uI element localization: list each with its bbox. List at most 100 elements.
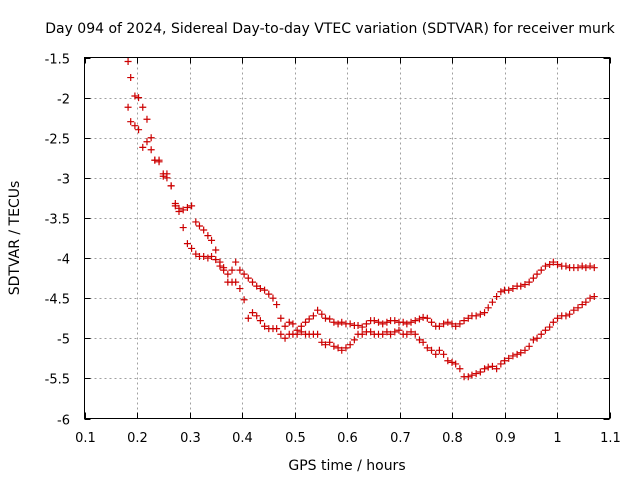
x-tick-label: 0.1 bbox=[75, 431, 96, 446]
data-point bbox=[456, 320, 464, 328]
chart-title: Day 094 of 2024, Sidereal Day-to-day VTE… bbox=[45, 21, 615, 37]
data-point bbox=[460, 317, 468, 325]
data-point bbox=[350, 336, 358, 344]
data-point bbox=[309, 312, 317, 320]
data-point bbox=[318, 310, 326, 318]
data-point bbox=[326, 315, 334, 323]
data-point bbox=[423, 344, 431, 352]
data-point bbox=[407, 328, 415, 336]
data-point bbox=[135, 126, 143, 134]
data-point bbox=[228, 266, 236, 274]
data-point bbox=[383, 328, 391, 336]
data-point bbox=[179, 224, 187, 232]
data-point bbox=[318, 338, 326, 346]
data-point bbox=[143, 115, 151, 123]
data-point bbox=[448, 358, 456, 366]
data-point bbox=[513, 350, 521, 358]
data-point bbox=[484, 363, 492, 371]
data-point bbox=[379, 330, 387, 338]
data-point bbox=[192, 218, 200, 226]
data-point bbox=[403, 320, 411, 328]
data-point bbox=[590, 293, 598, 301]
data-point bbox=[171, 202, 179, 210]
data-point bbox=[444, 318, 452, 326]
data-point bbox=[334, 344, 342, 352]
data-point bbox=[289, 320, 297, 328]
data-point bbox=[285, 318, 293, 326]
data-point bbox=[387, 330, 395, 338]
data-point bbox=[208, 252, 216, 260]
data-point bbox=[497, 288, 505, 296]
y-axis-label: SDTVAR / TECUs bbox=[7, 181, 23, 296]
data-point bbox=[261, 286, 269, 294]
data-point bbox=[464, 373, 472, 381]
data-point bbox=[281, 322, 289, 330]
data-point bbox=[419, 313, 427, 321]
data-point bbox=[334, 320, 342, 328]
data-point bbox=[256, 317, 264, 325]
x-tick-label: 0.2 bbox=[127, 431, 148, 446]
data-point bbox=[131, 122, 139, 130]
data-point bbox=[273, 301, 281, 309]
data-point bbox=[509, 285, 517, 293]
data-point bbox=[265, 290, 273, 298]
data-point bbox=[261, 322, 269, 330]
data-point bbox=[183, 204, 191, 212]
ticks bbox=[84, 57, 611, 420]
data-point bbox=[468, 371, 476, 379]
data-point bbox=[155, 158, 163, 166]
data-point bbox=[147, 146, 155, 154]
data-point bbox=[175, 208, 183, 216]
data-point bbox=[428, 318, 436, 326]
data-point bbox=[297, 328, 305, 336]
data-point bbox=[212, 246, 220, 254]
data-point bbox=[440, 320, 448, 328]
data-point bbox=[464, 314, 472, 322]
data-point bbox=[212, 256, 220, 264]
data-point bbox=[179, 206, 187, 214]
data-point bbox=[521, 281, 529, 289]
data-point bbox=[435, 322, 443, 330]
data-point bbox=[448, 320, 456, 328]
data-point bbox=[204, 254, 212, 262]
data-point bbox=[456, 365, 464, 373]
data-point bbox=[407, 318, 415, 326]
data-point bbox=[481, 309, 489, 317]
data-point bbox=[147, 134, 155, 142]
data-point bbox=[131, 92, 139, 100]
data-point bbox=[367, 328, 375, 336]
data-point bbox=[314, 306, 322, 314]
data-point bbox=[488, 362, 496, 370]
data-point bbox=[391, 328, 399, 336]
data-point bbox=[562, 262, 570, 270]
data-point bbox=[403, 330, 411, 338]
data-point bbox=[362, 320, 370, 328]
data-point bbox=[379, 320, 387, 328]
data-point bbox=[554, 260, 562, 268]
data-point bbox=[484, 304, 492, 312]
data-point bbox=[383, 318, 391, 326]
data-point bbox=[472, 370, 480, 378]
y-tick-label: -4.5 bbox=[45, 293, 70, 308]
data-point bbox=[578, 262, 586, 270]
data-point bbox=[195, 222, 203, 230]
data-point bbox=[533, 270, 541, 278]
data-point bbox=[253, 282, 261, 290]
data-point bbox=[127, 74, 135, 82]
data-point bbox=[273, 325, 281, 333]
data-point bbox=[586, 262, 594, 270]
data-point bbox=[330, 318, 338, 326]
data-point bbox=[163, 170, 171, 178]
data-point bbox=[415, 315, 423, 323]
data-point bbox=[314, 330, 322, 338]
data-point bbox=[139, 143, 147, 151]
data-point bbox=[305, 315, 313, 323]
x-tick-label: 0.3 bbox=[180, 431, 201, 446]
data-point bbox=[124, 103, 132, 111]
data-point bbox=[537, 330, 545, 338]
data-point bbox=[192, 250, 200, 258]
data-point bbox=[399, 318, 407, 326]
data-point bbox=[411, 330, 419, 338]
data-point bbox=[574, 264, 582, 272]
data-points bbox=[124, 58, 598, 381]
